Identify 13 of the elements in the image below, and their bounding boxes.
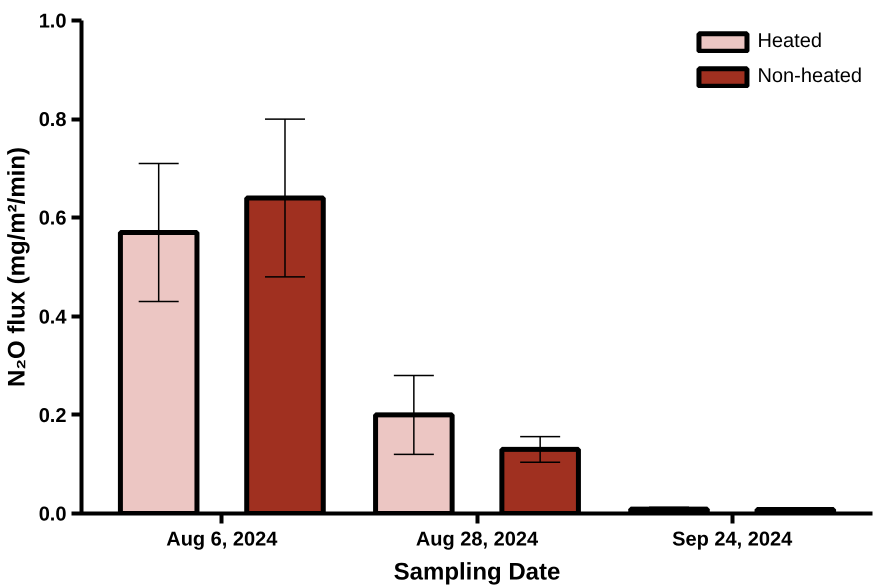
x-tick-label: Aug 28, 2024 [416, 528, 540, 550]
y-tick-label: 0.2 [38, 404, 67, 427]
legend-label: Heated [757, 30, 822, 53]
y-tick-label: 0.6 [38, 208, 67, 230]
x-tick-label: Sep 24, 2024 [672, 528, 794, 550]
y-tick-label: 0.4 [38, 306, 68, 328]
y-tick-label: 0.0 [38, 504, 67, 526]
legend-label: Non-heated [757, 65, 862, 88]
y-tick-label: 1.0 [38, 10, 67, 32]
y-axis-title: N₂O flux (mg/m²/min) [4, 146, 31, 387]
x-axis-title: Sampling Date [394, 558, 560, 586]
x-tick-label: Aug 6, 2024 [166, 528, 278, 550]
y-tick-label: 0.8 [38, 109, 67, 132]
